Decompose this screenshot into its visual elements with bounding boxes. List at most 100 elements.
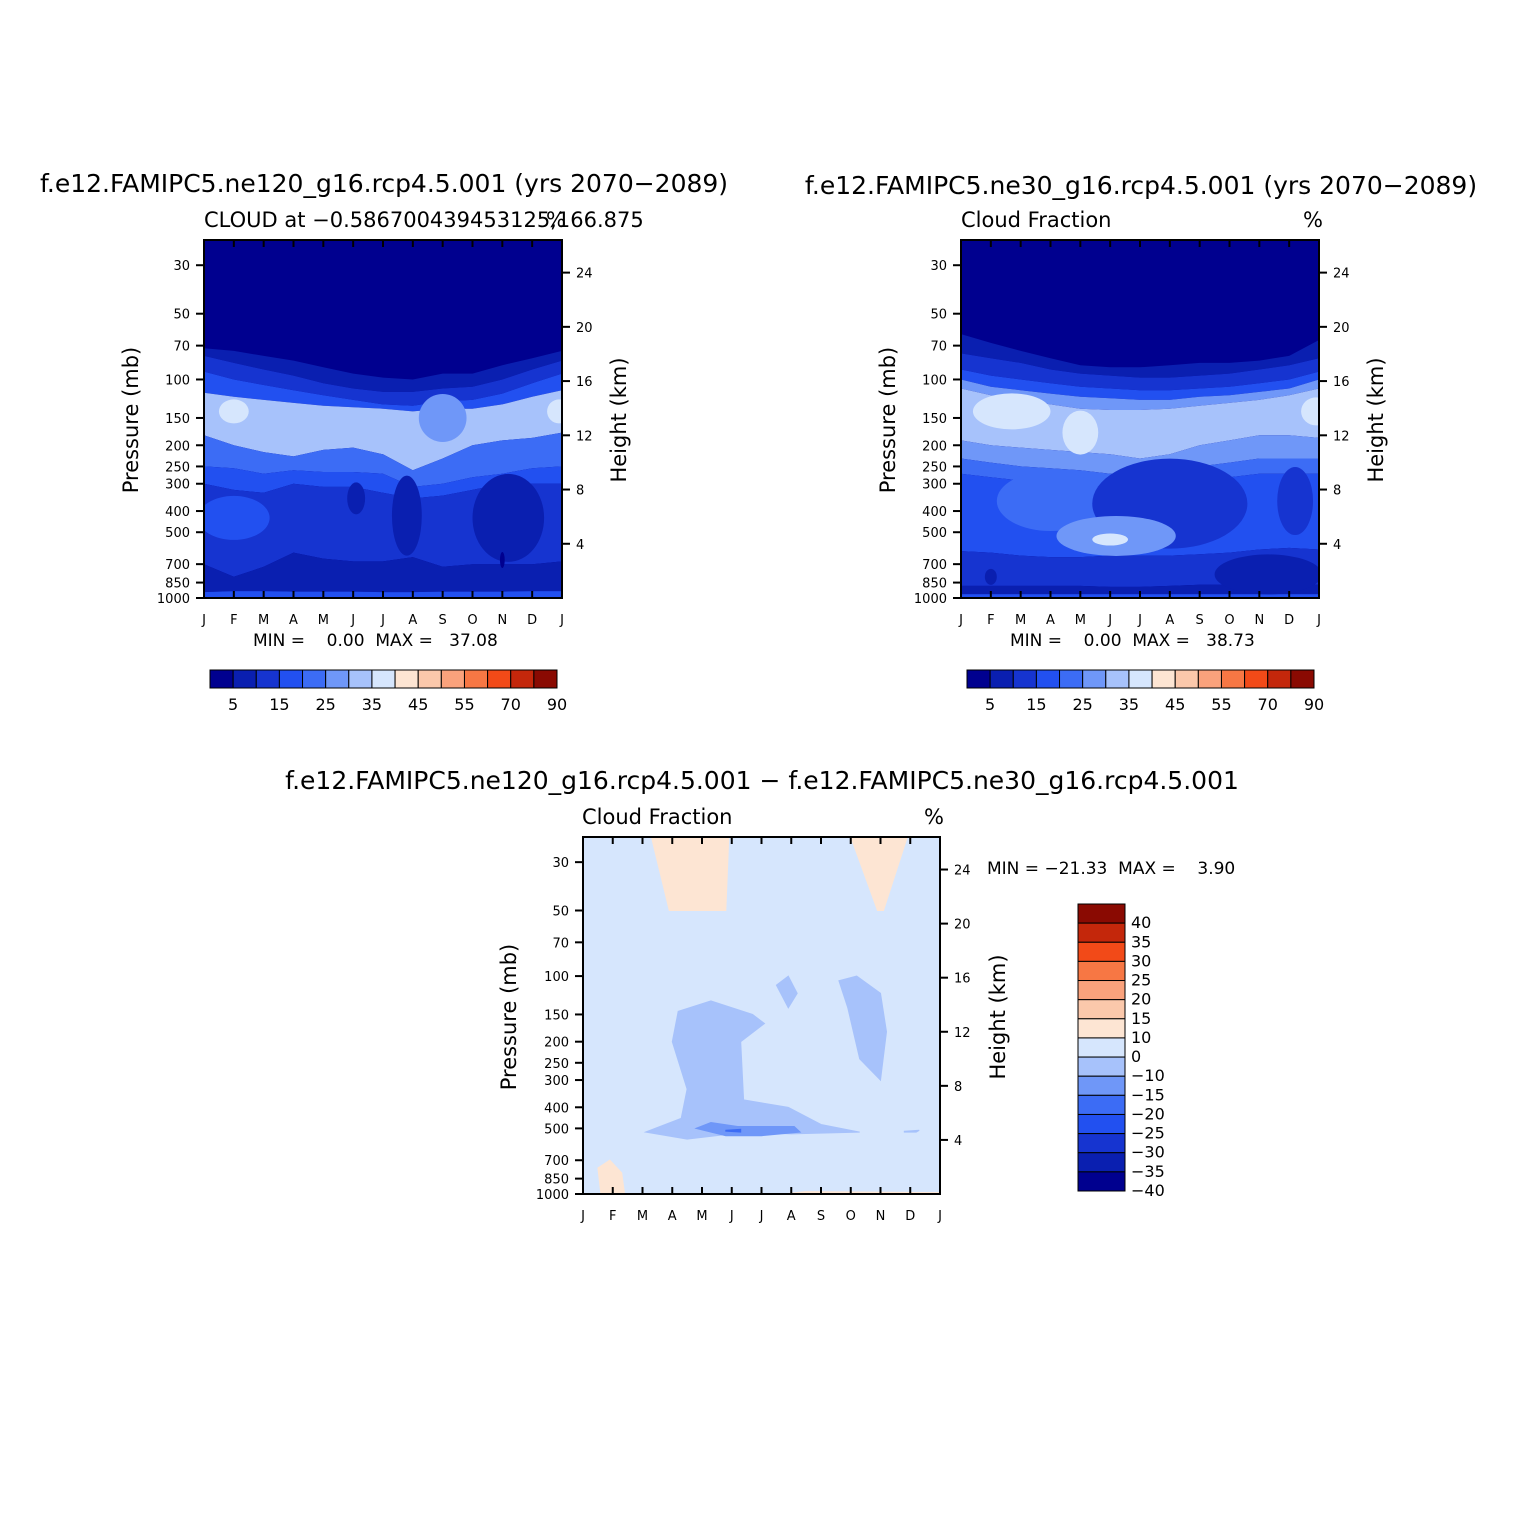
contour-band: [961, 353, 1319, 391]
colorbar-label: 20: [1131, 990, 1151, 1009]
x-tick-label: F: [230, 613, 237, 628]
contour-fills: [961, 240, 1319, 598]
contour-region: [850, 837, 908, 911]
contour-blob: [418, 393, 467, 442]
y-axis-right-label: Height (km): [1364, 357, 1388, 482]
colorbar-swatch: [1077, 903, 1126, 924]
x-tick-label: J: [201, 613, 206, 628]
colorbar-label: 10: [1131, 1028, 1151, 1047]
y-tick-label: 500: [922, 526, 947, 541]
colorbar-swatch: [1151, 669, 1176, 689]
x-tick-label: A: [289, 613, 298, 628]
x-tick-label: S: [1196, 613, 1204, 628]
y-tick-label: 700: [165, 558, 190, 573]
y-tick-label: 70: [173, 340, 190, 355]
y-tick-label: 200: [165, 439, 190, 454]
contour-blob: [499, 551, 505, 568]
colorbar-label: 45: [1165, 695, 1185, 714]
colorbar-label: 35: [1131, 932, 1151, 951]
x-tick-label: D: [527, 613, 537, 628]
y-axis-right-label: Height (km): [607, 357, 631, 482]
y-axis-label: Pressure (mb): [119, 347, 143, 494]
colorbar-label: 70: [501, 695, 521, 714]
y-right-tick-label: 24: [576, 267, 593, 282]
colorbar-label: 15: [269, 695, 289, 714]
colorbar-swatch: [533, 669, 558, 689]
colorbar-swatch: [1077, 1171, 1126, 1192]
colorbar-swatch: [232, 669, 257, 689]
contour-band: [204, 483, 562, 577]
x-tick-label: O: [1224, 613, 1234, 628]
colorbar-label: −15: [1131, 1085, 1165, 1104]
y-right-tick-label: 4: [576, 538, 584, 553]
y-tick-label: 250: [544, 1057, 569, 1072]
colorbar-swatch: [1077, 980, 1126, 1001]
x-tick-label: J: [1107, 613, 1112, 628]
x-tick-label: J: [559, 613, 564, 628]
contour-blob: [1062, 410, 1099, 455]
colorbar-swatch: [989, 669, 1014, 689]
contour-blob: [391, 475, 422, 556]
colorbar-swatch: [1059, 669, 1084, 689]
colorbar-swatch: [1077, 941, 1126, 962]
y-right-tick-label: 24: [1333, 267, 1350, 282]
y-tick-label: 150: [165, 412, 190, 427]
panel-title: f.e12.FAMIPC5.ne120_g16.rcp4.5.001 (yrs …: [40, 169, 728, 198]
contour-region: [650, 837, 730, 911]
y-tick-label: 50: [930, 308, 947, 323]
colorbar-label: 15: [1131, 1009, 1151, 1028]
x-tick-label: J: [1316, 613, 1321, 628]
x-tick-label: J: [759, 1209, 764, 1224]
colorbar-label: 25: [1072, 695, 1092, 714]
contour-band: [204, 390, 562, 471]
y-axis-right-label: Height (km): [986, 954, 1010, 1079]
x-tick-label: N: [1254, 613, 1264, 628]
y-right-tick-label: 8: [576, 484, 584, 499]
contour-band: [961, 435, 1319, 474]
colorbar-swatch: [1082, 669, 1107, 689]
colorbar-swatch: [302, 669, 327, 689]
colorbar-label: 30: [1131, 951, 1151, 970]
y-right-tick-label: 4: [954, 1134, 962, 1149]
x-tick-label: J: [1137, 613, 1142, 628]
contour-blob: [1301, 397, 1319, 426]
colorbar-label: 15: [1026, 695, 1046, 714]
y-right-tick-label: 8: [1333, 484, 1341, 499]
contour-band: [204, 355, 562, 406]
y-tick-label: 500: [544, 1122, 569, 1137]
colorbar-swatch: [348, 669, 373, 689]
y-right-tick-label: 16: [576, 375, 593, 390]
contour-plot: J F M A M J J A S O N D J 30 50 70 100 150 200 250 300 400 500…: [914, 239, 1350, 628]
x-tick-label: F: [987, 613, 994, 628]
contour-blob: [547, 399, 562, 424]
panel-left-subtitle: Cloud Fraction: [582, 805, 733, 829]
x-tick-label: J: [958, 613, 963, 628]
contour-band: [961, 388, 1319, 459]
y-tick-label: 30: [552, 856, 569, 871]
x-tick-label: J: [350, 613, 355, 628]
colorbar-label: 0: [1131, 1047, 1141, 1066]
y-tick-label: 70: [930, 340, 947, 355]
x-tick-label: A: [1046, 613, 1055, 628]
contour-blob: [1092, 533, 1129, 546]
colorbar-label: 90: [1304, 695, 1324, 714]
colorbar-label: 55: [454, 695, 474, 714]
x-tick-label: J: [937, 1209, 942, 1224]
y-axis-label: Pressure (mb): [497, 944, 521, 1091]
colorbar: 5 15 25 35 45 55 70 90: [209, 669, 567, 714]
colorbar-swatch: [1128, 669, 1153, 689]
y-tick-label: 200: [922, 439, 947, 454]
contour-band: [204, 552, 562, 593]
contour-band: [204, 348, 562, 392]
panel-units: %: [924, 805, 944, 829]
colorbar-swatch: [394, 669, 419, 689]
contour-blob: [1214, 554, 1319, 595]
panel-left-subtitle: CLOUD at −0.586700439453125,166.875: [204, 208, 644, 232]
y-tick-label: 400: [922, 505, 947, 520]
contour-plot: J F M A M J J A S O N D J 30 50 70 100 150 200 250 300 400 500…: [157, 239, 593, 628]
contour-blob: [1277, 467, 1314, 536]
y-tick-label: 150: [922, 412, 947, 427]
colorbar-swatch: [1077, 999, 1126, 1020]
